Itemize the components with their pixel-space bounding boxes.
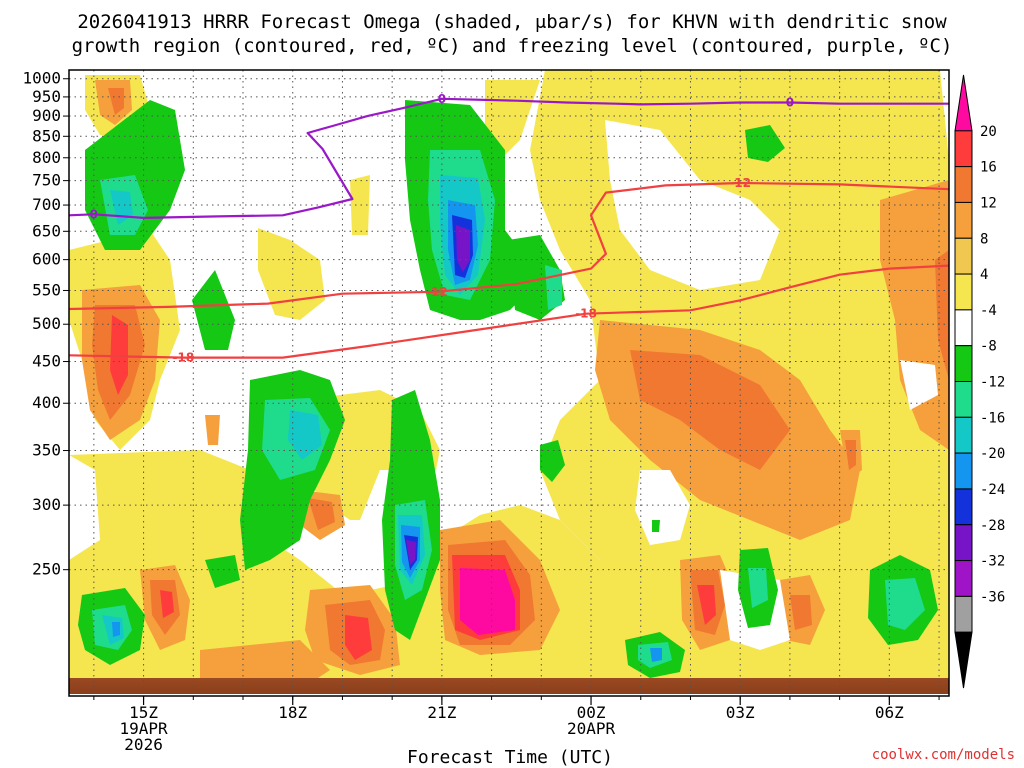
colorbar-segment	[954, 524, 973, 562]
colorbar-segment	[954, 381, 973, 418]
contour-label: 0	[90, 207, 98, 221]
chart-title-line1: 2026041913 HRRR Forecast Omega (shaded, …	[77, 11, 947, 33]
y-tick-label: 450	[32, 352, 61, 371]
colorbar-label: -36	[980, 589, 1005, 605]
colorbar-segment	[954, 130, 973, 168]
colorbar-label: -16	[980, 410, 1005, 426]
y-tick-label: 400	[32, 393, 61, 412]
contour-line--18	[69, 264, 949, 359]
y-tick-label: 1000	[22, 69, 61, 88]
chart-title-line2: growth region (contoured, red, ºC) and f…	[72, 35, 953, 57]
x-axis-label: Forecast Time (UTC)	[407, 747, 613, 768]
colorbar-label: -8	[980, 339, 997, 355]
colorbar-label: 4	[980, 267, 988, 283]
contour-label: -12	[729, 176, 751, 190]
colorbar: 20 16 12 8 4 -4 -8 -12 -16 -20 -24 -28 -32 -36	[954, 74, 1005, 689]
y-tick-label: 550	[32, 280, 61, 299]
x-tick-label: 00Z	[577, 703, 606, 722]
colorbar-segment	[954, 416, 973, 454]
x-tick-label: 21Z	[427, 703, 456, 722]
x-tick-label: 03Z	[726, 703, 755, 722]
y-tick-label: 500	[32, 314, 61, 333]
y-tick-label: 800	[32, 148, 61, 167]
grid-lines	[69, 70, 949, 696]
contour-line--12	[69, 181, 949, 311]
contour-label: 0	[786, 96, 794, 110]
contour-label: -18	[173, 351, 195, 365]
y-tick-label: 850	[32, 126, 61, 145]
colorbar-label: 16	[980, 160, 997, 176]
colorbar-label: -4	[980, 303, 997, 319]
y-tick-label: 300	[32, 495, 61, 514]
x-tick-label: 06Z	[875, 703, 904, 722]
colorbar-label: 8	[980, 231, 988, 247]
y-tick-label: 700	[32, 195, 61, 214]
x-year-label: 2026	[124, 735, 163, 754]
colorbar-segment	[954, 595, 973, 633]
colorbar-label: -24	[980, 482, 1005, 498]
x-date-label: 19APR	[119, 719, 168, 738]
colorbar-label: -20	[980, 446, 1005, 462]
colorbar-segment	[954, 345, 973, 382]
x-tick-label: 15Z	[129, 703, 158, 722]
colorbar-cap-bottom	[954, 631, 973, 689]
colorbar-cap-top	[954, 74, 973, 132]
y-tick-label: 350	[32, 441, 61, 460]
colorbar-segment	[954, 488, 973, 526]
colorbar-label: -28	[980, 518, 1005, 534]
colorbar-segment	[954, 273, 973, 311]
omega-shading	[69, 70, 949, 690]
ground-surface	[69, 678, 949, 694]
x-tick-label: 18Z	[278, 703, 307, 722]
y-tick-label: 900	[32, 106, 61, 125]
colorbar-label: -12	[980, 375, 1005, 391]
contour-label: -18	[575, 307, 597, 321]
colorbar-segment	[954, 452, 973, 490]
contour-line-0	[69, 97, 949, 219]
plot-frame	[68, 69, 950, 697]
colorbar-segment	[954, 166, 973, 203]
colorbar-label: 12	[980, 195, 997, 211]
contour-label: -12	[426, 285, 448, 299]
credit-text: coolwx.com/models	[872, 747, 1015, 763]
x-date-label: 20APR	[567, 719, 616, 738]
contour-label: 0	[438, 92, 446, 106]
colorbar-segment	[954, 201, 973, 239]
y-tick-label: 600	[32, 250, 61, 269]
colorbar-label: 20	[980, 124, 997, 140]
temperature-contours: -18 -18 -12 -12 0 0 0	[69, 92, 949, 365]
y-tick-label: 950	[32, 87, 61, 106]
colorbar-segment	[954, 560, 973, 597]
colorbar-segment	[954, 237, 973, 275]
y-tick-label: 750	[32, 171, 61, 190]
y-tick-label: 650	[32, 221, 61, 240]
colorbar-label: -32	[980, 554, 1005, 570]
colorbar-segment	[954, 309, 973, 347]
y-tick-label: 250	[32, 560, 61, 579]
y-axis: 2503003504004505005506006507007508008509…	[22, 69, 69, 579]
